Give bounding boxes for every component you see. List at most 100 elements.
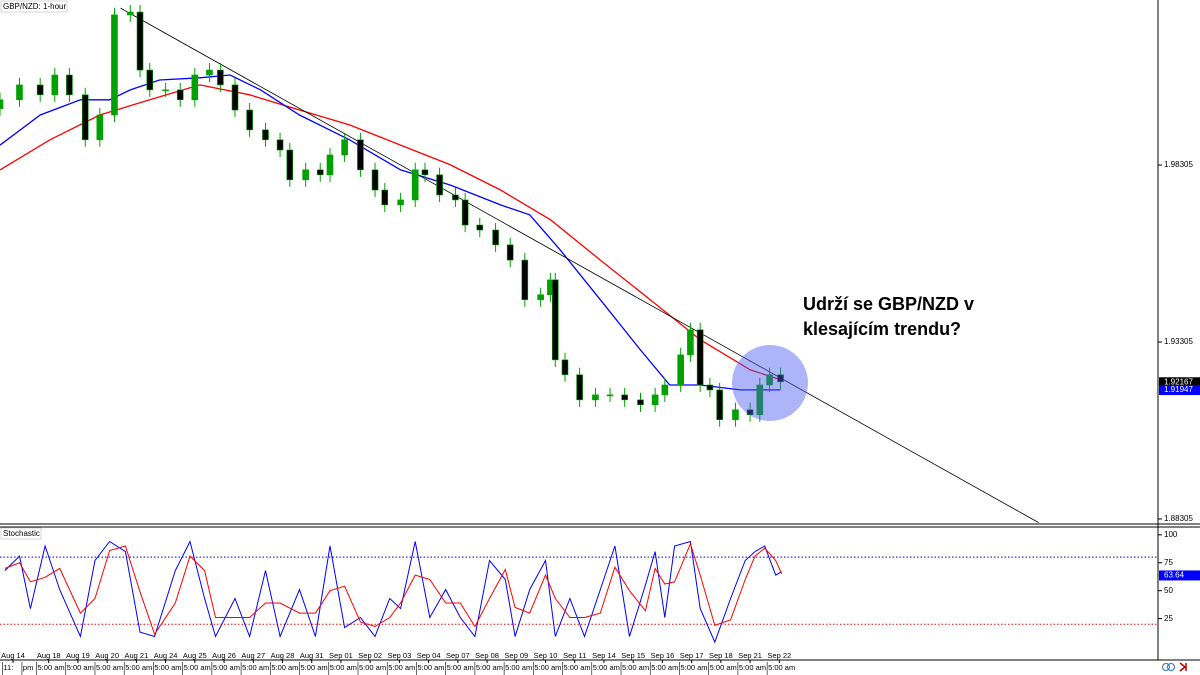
candle-body bbox=[357, 139, 364, 171]
x-tick-label: Aug 21 bbox=[124, 651, 148, 660]
candle-body bbox=[262, 129, 269, 141]
candle-body bbox=[561, 359, 569, 376]
x-tick-label: Sep 08 bbox=[475, 651, 499, 660]
candle-body bbox=[677, 354, 684, 386]
time-tick-label: 5:00 am bbox=[330, 663, 357, 672]
candle-body bbox=[81, 94, 89, 141]
candle-body bbox=[381, 189, 389, 206]
x-tick-label: Sep 14 bbox=[592, 651, 616, 660]
candle-body bbox=[316, 169, 324, 176]
x-tick-label: Sep 16 bbox=[651, 651, 675, 660]
x-tick-label: Aug 28 bbox=[271, 651, 295, 660]
x-tick-label: Sep 04 bbox=[417, 651, 441, 660]
time-tick-label: 5:00 am bbox=[710, 663, 737, 672]
time-tick-label: 5:00 am bbox=[534, 663, 561, 672]
candle-body bbox=[126, 11, 134, 16]
y-tick-label: 1.98305 bbox=[1164, 160, 1193, 169]
time-tick-label: 5:00 am bbox=[564, 663, 591, 672]
candle-body bbox=[461, 199, 469, 226]
candle-body bbox=[436, 174, 443, 196]
candle-body bbox=[687, 329, 694, 356]
trendline bbox=[120, 7, 1039, 523]
time-tick-label: 5:00 am bbox=[768, 663, 795, 672]
candle-body bbox=[756, 384, 764, 416]
candle-body bbox=[206, 69, 213, 76]
stochastic-line bbox=[4, 540, 782, 644]
time-tick-label: 5:00 am bbox=[38, 663, 65, 672]
candle-body bbox=[162, 89, 169, 92]
y-tick-label: 1.88305 bbox=[1164, 514, 1193, 523]
highlight-circle bbox=[732, 345, 808, 421]
candle-body bbox=[326, 154, 334, 176]
time-tick-label: 5:00 am bbox=[67, 663, 94, 672]
time-tick-label: 5:00 am bbox=[739, 663, 766, 672]
y-tick-label: 1.93305 bbox=[1164, 337, 1193, 346]
time-tick-label: 5:00 am bbox=[154, 663, 181, 672]
candle-body bbox=[777, 374, 784, 383]
y-tick-label: 75 bbox=[1164, 558, 1173, 567]
time-tick-label: 5:00 am bbox=[125, 663, 152, 672]
time-tick-label: 5:00 am bbox=[96, 663, 123, 672]
candle-body bbox=[276, 139, 284, 151]
candle-body bbox=[411, 169, 419, 201]
icon[interactable] bbox=[1167, 663, 1175, 671]
x-tick-label: Sep 11 bbox=[563, 651, 586, 660]
icon[interactable] bbox=[1162, 663, 1170, 671]
chart-title: GBP/NZD: 1-hour bbox=[3, 2, 66, 11]
x-tick-label: Sep 07 bbox=[446, 651, 470, 660]
price-tag: 1.91947 bbox=[1164, 385, 1193, 394]
candle-body bbox=[136, 11, 144, 71]
candle-body bbox=[732, 409, 739, 420]
y-tick-label: 50 bbox=[1164, 586, 1173, 595]
x-tick-label: Aug 20 bbox=[95, 651, 119, 660]
candle-body bbox=[341, 139, 348, 156]
time-tick-label: 5:00 am bbox=[417, 663, 444, 672]
x-tick-label: Sep 21 bbox=[738, 651, 762, 660]
candle-body bbox=[661, 384, 669, 396]
title-box bbox=[0, 527, 42, 540]
price-tag-box bbox=[1159, 377, 1200, 388]
candle-body bbox=[746, 409, 754, 416]
time-tick-label: 5:00 am bbox=[359, 663, 386, 672]
candle-body bbox=[706, 384, 714, 391]
candle-body bbox=[537, 294, 544, 301]
x-tick-label: Aug 19 bbox=[66, 651, 90, 660]
x-tick-label: Aug 27 bbox=[241, 651, 265, 660]
x-tick-label: Sep 02 bbox=[358, 651, 382, 660]
y-tick-label: 25 bbox=[1164, 614, 1173, 623]
candle-body bbox=[66, 74, 73, 96]
time-tick-label: 5:00 am bbox=[388, 663, 415, 672]
candle-body bbox=[492, 229, 499, 246]
x-tick-label: Sep 18 bbox=[709, 651, 733, 660]
price-tag: 1.92167 bbox=[1164, 377, 1193, 386]
time-tick-label: 5:00 am bbox=[593, 663, 620, 672]
x-tick-label: Sep 09 bbox=[504, 651, 528, 660]
toolbar-icons[interactable] bbox=[1162, 662, 1187, 672]
x-tick-label: Aug 14 bbox=[1, 651, 25, 660]
x-tick-label: Aug 26 bbox=[212, 651, 236, 660]
candle-body bbox=[696, 329, 704, 386]
time-tick-label: 5:00 am bbox=[447, 663, 474, 672]
candle-body bbox=[231, 84, 239, 111]
candle-body bbox=[111, 14, 118, 116]
y-tick-label: 100 bbox=[1164, 530, 1178, 539]
price-tag-box bbox=[1159, 385, 1200, 396]
stochastic-plot bbox=[0, 540, 1158, 644]
candle-body bbox=[621, 394, 628, 401]
x-tick-label: Sep 03 bbox=[388, 651, 412, 660]
candle-body bbox=[576, 374, 583, 401]
candle-body bbox=[592, 394, 599, 401]
annotation: klesajícím trendu? bbox=[803, 319, 961, 339]
candle-body bbox=[16, 84, 23, 101]
x-tick-label: Aug 31 bbox=[300, 651, 324, 660]
main-plot bbox=[0, 4, 1039, 523]
time-tick-label: pm bbox=[23, 663, 33, 672]
candle-body bbox=[36, 84, 44, 96]
icon[interactable] bbox=[1179, 662, 1187, 672]
stochastic-line bbox=[4, 542, 783, 636]
candle-body bbox=[246, 109, 253, 131]
x-tick-label: Sep 15 bbox=[621, 651, 645, 660]
x-tick-label: Sep 01 bbox=[329, 651, 353, 660]
